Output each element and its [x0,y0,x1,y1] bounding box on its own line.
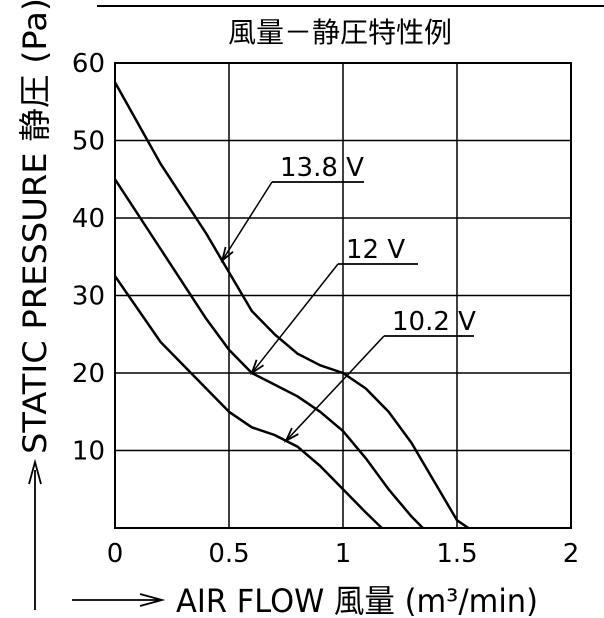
x-tick-label: 0 [107,539,124,569]
y-tick-label: 20 [72,359,105,389]
data-series [113,81,470,530]
callout-label-3: 10.2 V [392,307,476,337]
series-callouts: 13.8 V 12 V 10.2 V [220,153,476,443]
x-axis-label: AIR FLOW 風量 (m³/min) [176,582,538,618]
series-line-2 [113,178,424,529]
x-tick-label: 1 [335,539,352,569]
callout-leader [221,181,273,262]
y-tick-label: 30 [72,282,105,312]
grid [114,62,572,529]
y-axis-label-group: STATIC PRESSURE 静圧 (Pa) [16,0,54,610]
tick-labels: 0 0.5 1 1.5 2 10 20 30 40 50 60 [72,49,579,569]
callout-label-1: 13.8 V [280,153,364,183]
callout-label-2: 12 V [346,235,405,265]
callout-arrowhead [250,359,264,376]
x-axis-label-group: AIR FLOW 風量 (m³/min) [72,582,538,618]
y-tick-label: 10 [72,437,105,467]
callout-arrowhead [284,427,299,443]
y-axis-label: STATIC PRESSURE 静圧 (Pa) [16,0,54,454]
y-tick-label: 40 [72,204,105,234]
x-tick-label: 1.5 [436,539,477,569]
callout-leader [285,335,385,442]
y-tick-label: 50 [72,127,105,157]
x-axis-arrow-head [139,593,166,607]
x-tick-label: 2 [563,539,580,569]
chart-title: 風量－静圧特性例 [228,16,452,49]
callout-arrowhead [220,246,234,264]
y-tick-label: 60 [72,49,105,79]
series-line-3 [113,275,383,529]
x-tick-label: 0.5 [208,539,249,569]
y-axis-arrow-head [28,458,42,485]
callout-leader [251,263,339,374]
series-line-1 [113,81,470,530]
